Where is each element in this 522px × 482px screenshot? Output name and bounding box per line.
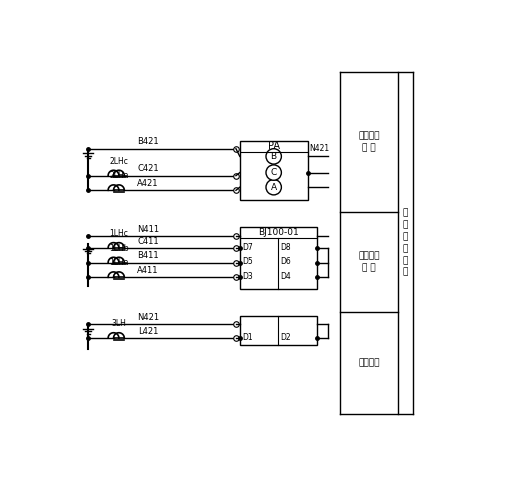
Text: C: C — [270, 168, 277, 177]
Text: 回 路: 回 路 — [362, 144, 376, 152]
Text: 1LHa: 1LHa — [109, 258, 128, 268]
Text: 交
流
电
流
回
路: 交 流 电 流 回 路 — [402, 209, 408, 277]
Text: 2LHa: 2LHa — [109, 171, 128, 180]
Circle shape — [266, 179, 281, 195]
Bar — [240, 227, 317, 289]
Text: 交流保护: 交流保护 — [358, 251, 379, 260]
Text: B411: B411 — [137, 251, 159, 260]
Text: D8: D8 — [281, 243, 291, 252]
Circle shape — [266, 165, 281, 180]
Text: A411: A411 — [137, 266, 159, 275]
Bar — [240, 316, 317, 345]
Text: 零序保护: 零序保护 — [358, 358, 379, 367]
Text: C411: C411 — [137, 237, 159, 246]
Text: 交流测量: 交流测量 — [358, 131, 379, 140]
Text: 3LH: 3LH — [112, 319, 126, 328]
Text: A: A — [270, 183, 277, 192]
Text: N411: N411 — [137, 225, 159, 234]
Text: 2LHc: 2LHc — [110, 157, 128, 166]
Bar — [240, 141, 307, 200]
Text: D4: D4 — [281, 272, 291, 281]
Text: D7: D7 — [242, 243, 253, 252]
Circle shape — [266, 149, 281, 164]
Text: D1: D1 — [242, 333, 253, 342]
Text: PA: PA — [268, 141, 280, 151]
Text: BJ100-01: BJ100-01 — [258, 228, 299, 237]
Text: A421: A421 — [137, 179, 159, 188]
Text: L421: L421 — [138, 327, 158, 336]
Text: C421: C421 — [137, 164, 159, 174]
Text: B421: B421 — [137, 137, 159, 147]
Text: D3: D3 — [242, 272, 253, 281]
Text: 1LHc: 1LHc — [110, 229, 128, 238]
Text: N421: N421 — [137, 313, 159, 322]
Text: 1LHb: 1LHb — [109, 243, 129, 253]
Text: B: B — [270, 152, 277, 161]
Text: D5: D5 — [242, 257, 253, 267]
Text: N421: N421 — [309, 144, 329, 153]
Text: D6: D6 — [281, 257, 291, 267]
Text: 回 路: 回 路 — [362, 264, 376, 272]
Text: D2: D2 — [281, 333, 291, 342]
